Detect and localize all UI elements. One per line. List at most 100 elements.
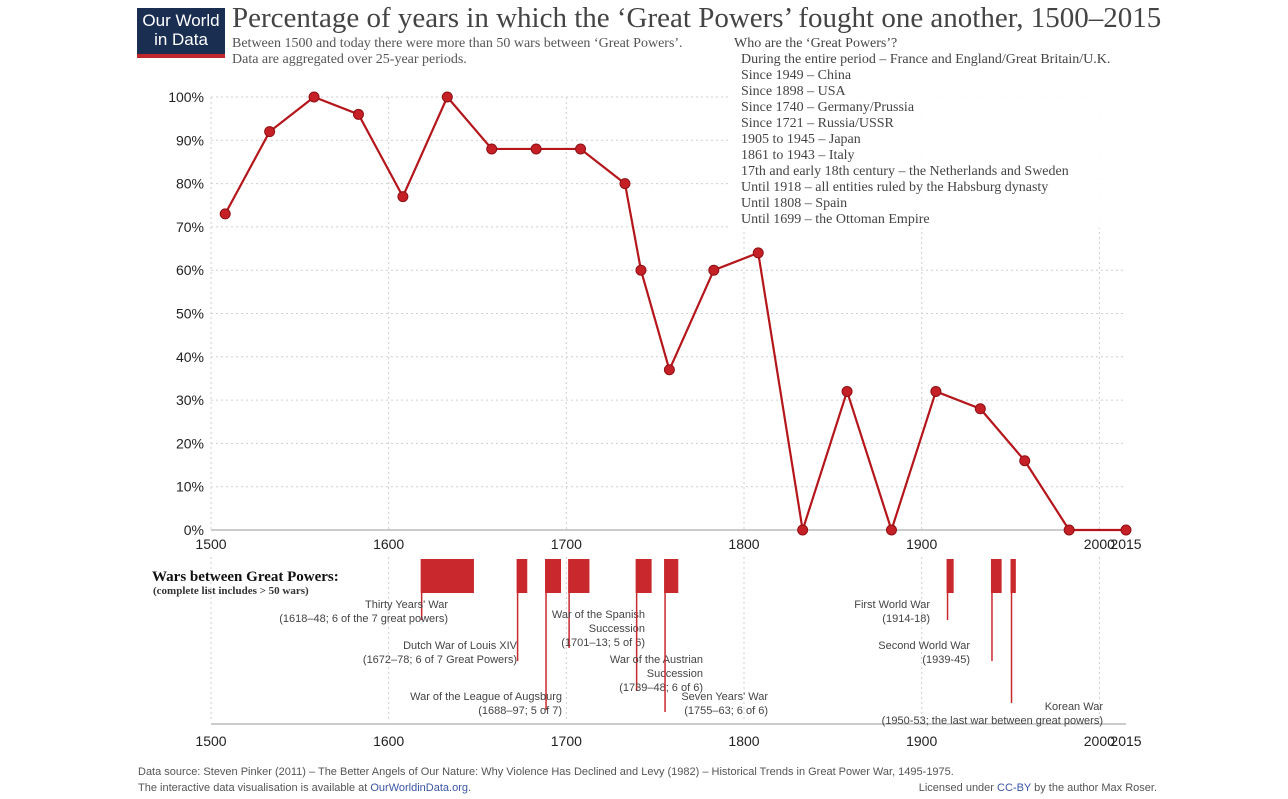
wars-heading: Wars between Great Powers: [152, 569, 339, 585]
subtitle-line2: Data are aggregated over 25-year periods… [232, 52, 467, 67]
war-detail: (1618–48; 6 of the 7 great powers) [279, 613, 448, 625]
x-tick-label: 2000 [1084, 536, 1115, 552]
war-name: War of the League of Augsburg [410, 691, 562, 703]
war-name: War of the Austrian [610, 654, 703, 666]
war-detail: (1739–48; 6 of 6) [619, 682, 703, 694]
logo-line2: in Data [154, 30, 208, 49]
chart-subtitle: Between 1500 and today there were more t… [232, 36, 683, 68]
war-bar [946, 559, 954, 593]
x-tick-label-bottom: 2000 [1084, 733, 1115, 749]
war-name-line2: Succession [589, 623, 645, 635]
war-detail: (1672–78; 6 of 7 Great Powers) [363, 654, 517, 666]
data-point [575, 143, 587, 155]
data-point [441, 91, 453, 103]
data-point [752, 247, 764, 259]
x-tick-label: 1500 [195, 536, 226, 552]
x-tick-label: 1700 [551, 536, 582, 552]
war-name: Seven Years' War [681, 691, 768, 703]
war-bar [1010, 559, 1016, 593]
war-bar [990, 559, 1002, 593]
data-point [797, 524, 809, 536]
war-bar [516, 559, 528, 593]
war-detail: (1939-45) [922, 654, 970, 666]
data-point [885, 524, 897, 536]
great-power-item: 1905 to 1945 – Japan [741, 132, 861, 147]
war-bar [635, 559, 652, 593]
footer-interactive-prefix: The interactive data visualisation is av… [138, 782, 371, 794]
great-powers-heading: Who are the ‘Great Powers’? [734, 36, 898, 51]
x-tick-label-bottom: 1500 [195, 733, 226, 749]
y-tick-label: 10% [176, 479, 204, 495]
great-power-item: 17th and early 18th century – the Nether… [741, 164, 1069, 179]
data-point [486, 143, 498, 155]
data-point [1019, 455, 1031, 467]
data-point [619, 178, 631, 190]
war-name: Second World War [878, 640, 970, 652]
owid-link[interactable]: OurWorldinData.org [370, 782, 468, 794]
data-point [352, 108, 364, 120]
footer-interactive: The interactive data visualisation is av… [138, 782, 471, 794]
wars-subheading: (complete list includes > 50 wars) [153, 585, 309, 597]
war-bar [545, 559, 562, 593]
data-point [397, 191, 409, 203]
y-tick-label: 40% [176, 349, 204, 365]
y-tick-label: 50% [176, 306, 204, 322]
y-tick-label: 90% [176, 132, 204, 148]
footer-interactive-suffix: . [467, 782, 472, 794]
y-tick-label: 20% [176, 435, 204, 451]
footer-source: Data source: Steven Pinker (2011) – The … [138, 766, 954, 778]
great-power-item: Since 1949 – China [741, 68, 852, 83]
data-point [663, 364, 675, 376]
war-name: War of the Spanish [552, 609, 645, 621]
data-point [219, 208, 231, 220]
y-tick-label: 70% [176, 219, 204, 235]
war-name: Thirty Years' War [365, 599, 448, 611]
great-power-item: Since 1898 – USA [741, 84, 846, 99]
data-point [1063, 524, 1075, 536]
x-tick-label: 1900 [906, 536, 937, 552]
footer-license: Licensed under CC-BY by the author Max R… [919, 782, 1157, 794]
war-detail: (1755–63; 6 of 6) [684, 705, 768, 717]
x-tick-label-bottom: 1700 [551, 733, 582, 749]
great-power-item: Until 1808 – Spain [741, 196, 848, 211]
great-power-item: Since 1721 – Russia/USSR [741, 116, 894, 131]
great-power-item: Until 1918 – all entities ruled by the H… [741, 180, 1049, 195]
war-name: Korean War [1045, 701, 1104, 713]
war-detail: (1950-53; the last war between great pow… [882, 715, 1103, 727]
great-powers-box: Who are the ‘Great Powers’? During the e… [730, 36, 1142, 228]
data-point [708, 264, 720, 276]
x-tick-label: 2015 [1110, 536, 1141, 552]
data-point [530, 143, 542, 155]
war-bar [420, 559, 474, 593]
war-detail: (1701–13; 5 of 6) [561, 637, 645, 649]
war-bar [664, 559, 679, 593]
data-point [841, 385, 853, 397]
cc-by-link[interactable]: CC-BY [997, 782, 1032, 794]
y-tick-label: 30% [176, 392, 204, 408]
x-tick-label: 1800 [728, 536, 759, 552]
x-tick-label: 1600 [373, 536, 404, 552]
series-line [224, 95, 1126, 532]
x-tick-label-bottom: 1900 [906, 733, 937, 749]
y-tick-label: 100% [168, 89, 204, 105]
data-point [308, 91, 320, 103]
logo-line1: Our World [142, 11, 220, 30]
subtitle-line1: Between 1500 and today there were more t… [232, 36, 683, 51]
license-prefix: Licensed under [918, 782, 998, 794]
x-tick-label-bottom: 1800 [728, 733, 759, 749]
war-name-line2: Succession [647, 668, 703, 680]
war-name: Dutch War of Louis XIV [403, 640, 518, 652]
war-name: First World War [854, 599, 930, 611]
data-point [974, 403, 986, 415]
war-detail: (1914-18) [882, 613, 930, 625]
great-power-item: During the entire period – France and En… [741, 52, 1111, 67]
great-power-item: Until 1699 – the Ottoman Empire [741, 212, 930, 227]
owid-logo[interactable]: Our World in Data [137, 8, 225, 58]
data-point [635, 264, 647, 276]
great-power-item: Since 1740 – Germany/Prussia [741, 100, 915, 115]
war-bar [568, 559, 590, 593]
x-tick-label-bottom: 1600 [373, 733, 404, 749]
license-suffix: by the author Max Roser. [1031, 782, 1157, 794]
